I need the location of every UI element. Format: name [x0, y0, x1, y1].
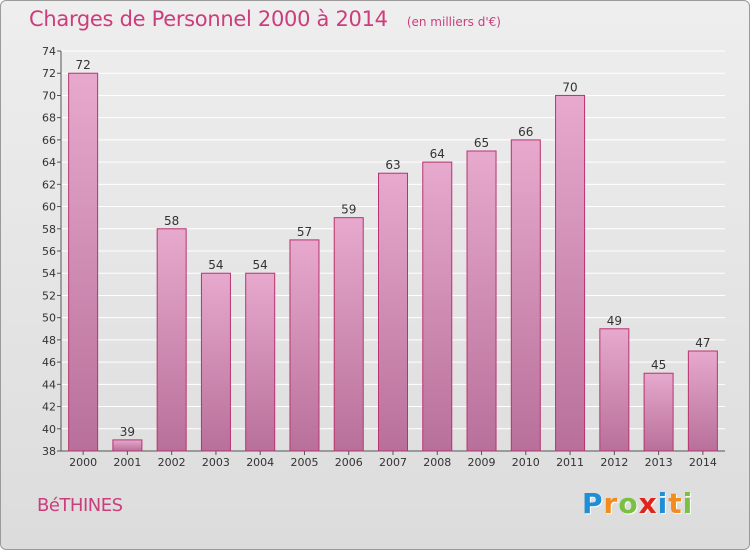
bar	[555, 94, 586, 452]
proxiti-logo: Proxiti	[582, 487, 693, 520]
bar	[422, 161, 453, 452]
data-label: 47	[695, 336, 710, 350]
x-tick-label: 2005	[290, 456, 318, 469]
x-tick-label: 2012	[600, 456, 628, 469]
bar	[510, 139, 541, 452]
x-tick-label: 2008	[423, 456, 451, 469]
x-tick-label: 2014	[689, 456, 717, 469]
bar	[156, 228, 187, 452]
y-tick-label: 44	[42, 378, 56, 391]
bar	[68, 72, 99, 452]
data-label: 58	[164, 214, 179, 228]
logo-letter: P	[582, 487, 604, 520]
y-tick-label: 66	[42, 134, 56, 147]
data-label: 70	[562, 80, 577, 94]
bar	[643, 372, 674, 452]
bar	[333, 217, 364, 452]
bar	[378, 172, 408, 452]
x-tick-label: 2011	[556, 456, 584, 469]
x-tick-label: 2001	[113, 456, 141, 469]
x-tick-label: 2013	[645, 456, 673, 469]
x-tick-label: 2006	[335, 456, 363, 469]
y-tick-label: 64	[42, 156, 56, 169]
y-tick-label: 70	[42, 89, 56, 102]
bar	[466, 150, 497, 452]
data-label: 64	[430, 147, 445, 161]
x-tick-label: 2002	[158, 456, 186, 469]
data-label: 45	[651, 358, 666, 372]
y-tick-label: 52	[42, 289, 56, 302]
y-tick-label: 50	[42, 312, 56, 325]
y-tick-label: 72	[42, 67, 56, 80]
chart-subtitle: (en milliers d'€)	[406, 15, 501, 29]
bar	[112, 439, 143, 452]
chart-title: Charges de Personnel 2000 à 2014	[29, 7, 388, 31]
y-tick-label: 68	[42, 112, 56, 125]
y-tick-label: 58	[42, 223, 56, 236]
data-label: 54	[208, 258, 223, 272]
y-tick-label: 38	[42, 445, 56, 458]
x-tick-label: 2010	[512, 456, 540, 469]
logo-letter: i	[682, 487, 694, 520]
bar	[599, 328, 630, 452]
data-label: 65	[474, 136, 489, 150]
y-tick-label: 46	[42, 356, 56, 369]
bar	[687, 350, 718, 452]
x-tick-label: 2007	[379, 456, 407, 469]
logo-letter: o	[618, 487, 639, 520]
y-tick-label: 56	[42, 245, 56, 258]
bar	[200, 272, 231, 452]
bar	[289, 239, 320, 452]
y-tick-label: 40	[42, 423, 56, 436]
x-tick-label: 2009	[468, 456, 496, 469]
logo-letter: t	[668, 487, 683, 520]
y-tick-label: 48	[42, 334, 56, 347]
data-label: 66	[518, 125, 533, 139]
y-tick-label: 74	[42, 45, 56, 58]
data-label: 57	[297, 225, 312, 239]
y-tick-label: 62	[42, 178, 56, 191]
data-label: 54	[253, 258, 268, 272]
data-label: 49	[607, 314, 622, 328]
commune-name: BéTHINES	[37, 495, 123, 516]
logo-letter: x	[638, 487, 658, 520]
data-label: 39	[120, 425, 135, 439]
data-label: 59	[341, 203, 356, 217]
data-label: 72	[75, 58, 90, 72]
y-tick-label: 60	[42, 201, 56, 214]
title-row: Charges de Personnel 2000 à 2014 (en mil…	[29, 7, 501, 31]
logo-letter: r	[603, 487, 619, 520]
x-tick-label: 2003	[202, 456, 230, 469]
x-tick-label: 2004	[246, 456, 274, 469]
logo-letter: i	[657, 487, 669, 520]
bar	[245, 272, 276, 452]
y-tick-label: 42	[42, 401, 56, 414]
y-tick-label: 54	[42, 267, 56, 280]
x-tick-label: 2000	[69, 456, 97, 469]
data-label: 63	[385, 158, 400, 172]
